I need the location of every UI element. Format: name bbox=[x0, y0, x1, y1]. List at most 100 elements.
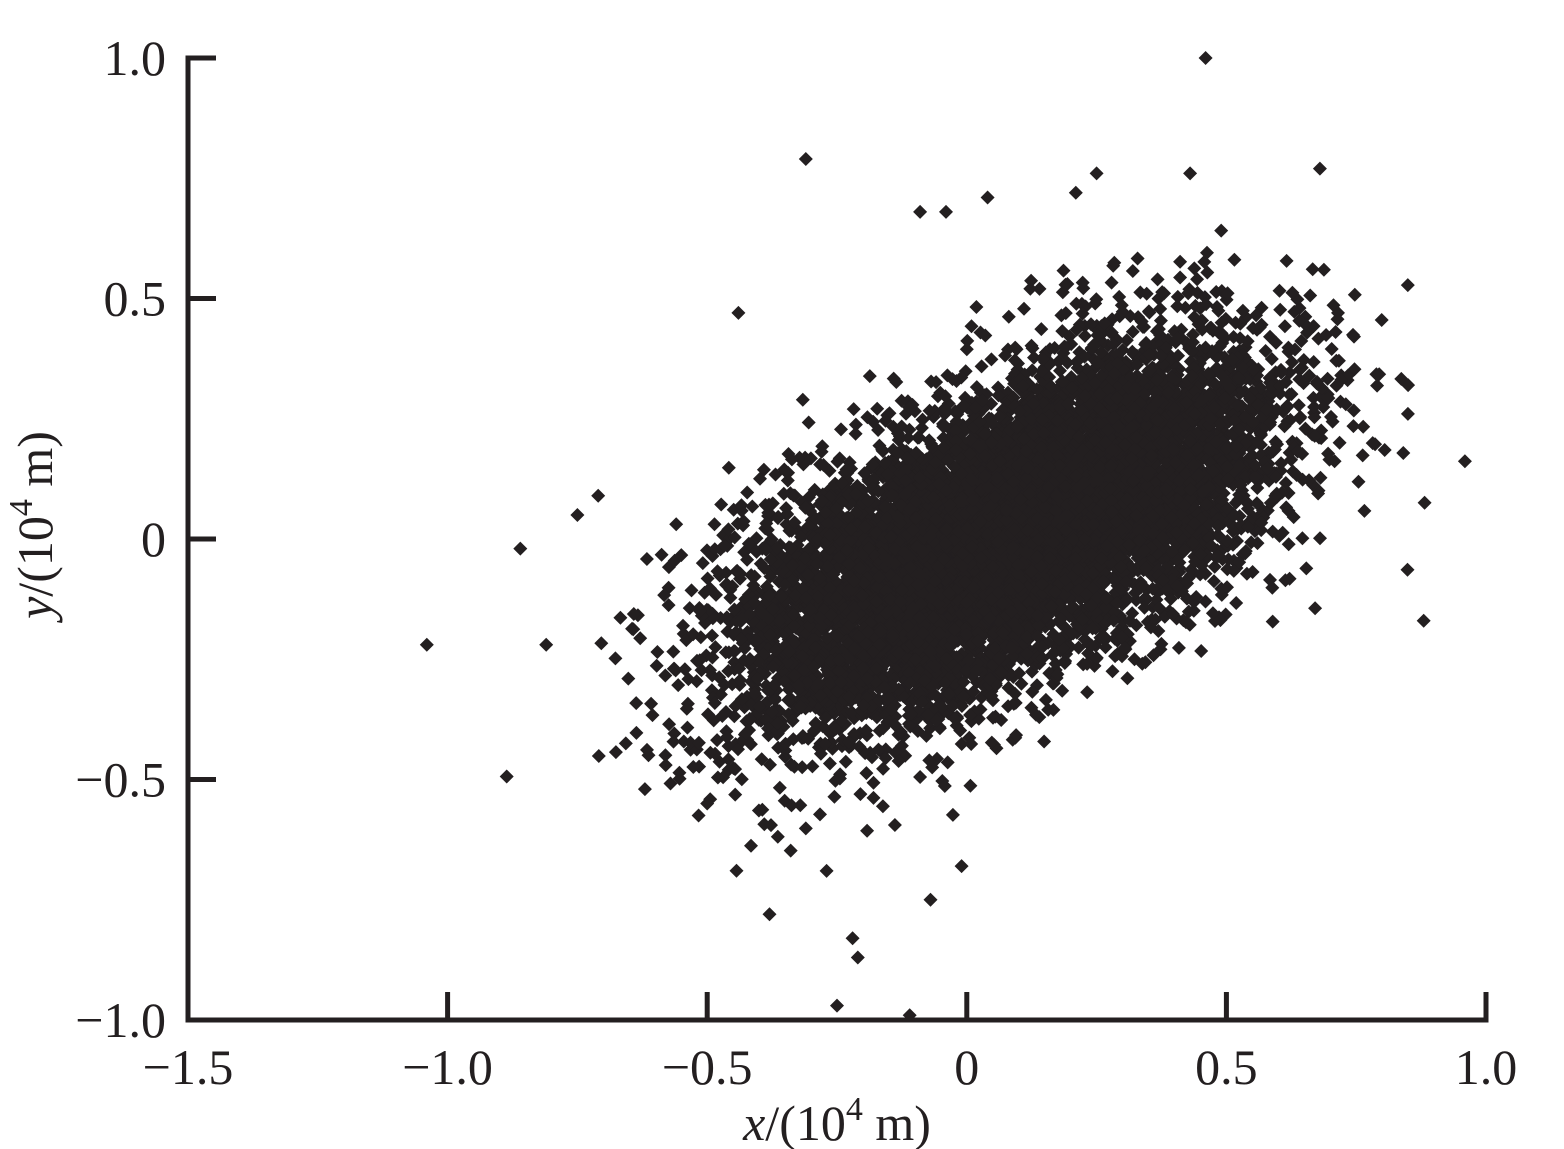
scatter-point bbox=[1024, 273, 1039, 288]
scatter-point bbox=[1355, 448, 1370, 463]
scatter-point bbox=[591, 749, 606, 763]
scatter-point bbox=[1374, 313, 1389, 327]
scatter-point bbox=[1098, 640, 1113, 655]
scatter-point bbox=[953, 723, 968, 738]
scatter-point bbox=[1012, 666, 1027, 681]
scatter-point bbox=[1299, 561, 1314, 576]
scatter-point bbox=[682, 601, 697, 616]
scatter-point bbox=[608, 745, 623, 760]
scatter-point bbox=[1325, 414, 1340, 429]
scatter-point bbox=[781, 693, 796, 707]
scatter-point bbox=[838, 754, 853, 769]
scatter-point bbox=[805, 759, 820, 774]
scatter-point bbox=[683, 735, 698, 750]
scatter-point bbox=[913, 770, 928, 784]
scatter-point bbox=[1227, 252, 1242, 267]
scatter-point bbox=[960, 333, 975, 348]
scatter-point bbox=[878, 742, 893, 757]
scatter-point bbox=[594, 636, 609, 651]
scatter-point bbox=[887, 818, 902, 832]
scatter-point bbox=[787, 759, 802, 774]
scatter-point bbox=[813, 807, 827, 822]
scatter-point bbox=[1291, 398, 1306, 413]
scatter-point bbox=[728, 787, 743, 802]
scatter-point bbox=[712, 670, 727, 685]
scatter-point bbox=[734, 692, 749, 707]
scatter-point bbox=[1089, 292, 1104, 307]
scatter-point bbox=[1007, 353, 1022, 368]
scatter-point bbox=[1370, 378, 1385, 393]
scatter-point bbox=[1014, 676, 1029, 691]
scatter-point bbox=[1307, 410, 1322, 425]
scatter-point bbox=[661, 598, 676, 613]
scatter-point bbox=[1277, 319, 1292, 334]
scatter-point bbox=[1273, 302, 1288, 317]
scatter-point bbox=[1279, 253, 1294, 268]
scatter-point bbox=[1190, 272, 1205, 287]
scatter-point bbox=[963, 778, 978, 793]
scatter-point bbox=[1173, 254, 1188, 269]
scatter-point bbox=[1119, 593, 1134, 608]
scatter-point bbox=[945, 807, 960, 822]
scatter-point bbox=[1316, 400, 1331, 415]
scatter-point bbox=[1351, 474, 1366, 489]
scatter-point bbox=[1200, 245, 1214, 260]
scatter-point bbox=[1305, 262, 1320, 277]
scatter-point bbox=[1130, 251, 1145, 266]
scatter-point bbox=[1457, 454, 1472, 469]
scatter-point bbox=[1313, 470, 1328, 485]
scatter-point bbox=[959, 342, 974, 357]
scatter-point bbox=[1207, 574, 1221, 589]
scatter-point bbox=[807, 482, 822, 497]
scatter-point bbox=[1400, 406, 1415, 421]
scatter-point bbox=[1229, 596, 1244, 610]
scatter-point bbox=[658, 748, 673, 763]
scatter-point bbox=[848, 426, 863, 441]
scatter-point bbox=[859, 723, 874, 738]
scatter-point bbox=[1119, 333, 1134, 348]
scatter-point bbox=[860, 823, 875, 838]
scatter-point bbox=[876, 761, 891, 776]
scatter-point bbox=[1258, 344, 1273, 358]
scatter-point bbox=[618, 736, 633, 751]
scatter-point bbox=[683, 742, 698, 757]
scatter-point bbox=[703, 663, 717, 678]
scatter-point bbox=[780, 473, 795, 488]
scatter-point bbox=[686, 627, 701, 642]
scatter-point bbox=[1134, 314, 1149, 329]
scatter-point bbox=[1080, 685, 1095, 700]
scatter-point bbox=[1285, 285, 1300, 300]
scatter-point bbox=[721, 460, 736, 475]
scatter-point bbox=[662, 717, 677, 732]
scatter-point bbox=[1056, 263, 1071, 278]
scatter-point bbox=[1281, 503, 1296, 518]
scatter-point bbox=[1170, 289, 1185, 304]
scatter-point bbox=[1125, 344, 1140, 359]
scatter-point bbox=[1187, 261, 1202, 276]
scatter-point bbox=[671, 678, 686, 693]
scatter-point bbox=[1078, 328, 1092, 343]
scatter-point bbox=[1320, 371, 1335, 386]
scatter-point bbox=[633, 631, 648, 646]
scatter-point bbox=[1153, 301, 1168, 316]
scatter-point bbox=[1400, 278, 1415, 293]
scatter-point bbox=[751, 803, 766, 818]
scatter-point bbox=[763, 757, 777, 772]
scatter-point bbox=[1400, 562, 1415, 577]
scatter-point bbox=[1346, 403, 1361, 418]
scatter-point bbox=[1272, 283, 1287, 298]
scatter-point bbox=[1249, 496, 1264, 511]
scatter-point bbox=[1199, 297, 1214, 312]
scatter-point bbox=[1084, 317, 1098, 332]
scatter-point bbox=[1104, 275, 1119, 290]
scatter-point bbox=[753, 556, 768, 571]
scatter-point bbox=[1125, 264, 1140, 278]
scatter-point bbox=[639, 552, 654, 566]
scatter-point bbox=[1186, 327, 1200, 342]
scatter-point bbox=[1008, 695, 1023, 710]
scatter-point bbox=[964, 319, 979, 334]
scatter-point bbox=[929, 375, 944, 390]
scatter-point bbox=[708, 640, 723, 655]
scatter-point bbox=[649, 658, 664, 673]
scatter-point bbox=[1295, 531, 1310, 546]
